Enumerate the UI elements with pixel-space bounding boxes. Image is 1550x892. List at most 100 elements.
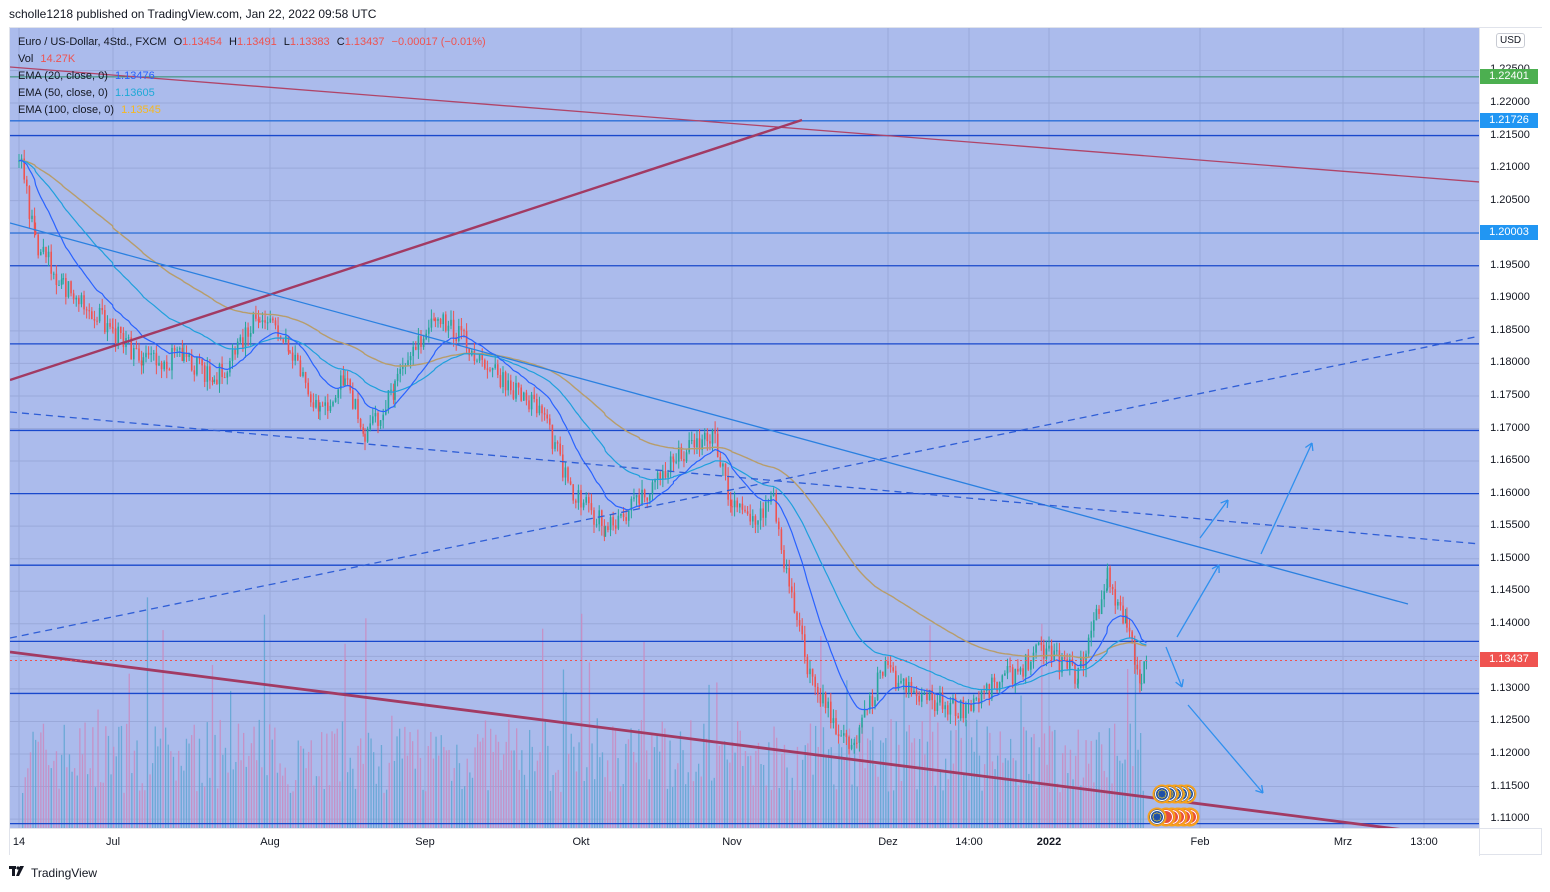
candle-body — [796, 612, 798, 621]
candle-body — [517, 382, 520, 388]
time-axis[interactable]: 14 Jul Aug Sep Okt Nov Dez 14:00 2022 Feb Mrz 13:00 — [10, 828, 1479, 856]
tradingview-logo-icon — [9, 866, 27, 880]
candle-body — [536, 399, 538, 414]
legend-close: 1.13437 — [344, 36, 385, 48]
price-chart[interactable] — [10, 28, 1479, 828]
candle-body — [1061, 657, 1063, 673]
euro-event-icon[interactable] — [1147, 807, 1167, 827]
volume-bar — [196, 791, 198, 828]
volume-bar — [300, 746, 302, 828]
volume-bar — [63, 724, 65, 828]
volume-bar — [391, 715, 393, 828]
euro-event-icon[interactable] — [1152, 784, 1172, 804]
candle-body — [463, 330, 465, 332]
legend-low: 1.13383 — [289, 36, 330, 48]
candle-body — [620, 513, 622, 516]
candle-body — [785, 568, 788, 570]
legend-ema100-row[interactable]: EMA (100, close, 0) 1.13545 — [18, 102, 486, 119]
volume-bar — [360, 738, 362, 828]
candle-body — [856, 742, 858, 744]
currency-button[interactable]: USD — [1496, 33, 1526, 48]
candle-body — [952, 697, 954, 704]
candle-body — [1093, 620, 1095, 631]
candle-body — [580, 490, 582, 508]
candle-body — [221, 363, 223, 378]
candle-body — [409, 356, 412, 361]
candle-body — [229, 360, 231, 373]
candle-body — [928, 689, 931, 701]
projection-arrow-up-1 — [1176, 564, 1220, 638]
published-caption: scholle1218 published on TradingView.com… — [9, 7, 377, 21]
chart-plot-area[interactable] — [10, 28, 1479, 828]
volume-bar — [172, 756, 175, 828]
candle-body — [201, 359, 203, 366]
candle-body — [879, 671, 881, 673]
volume-bar — [830, 747, 832, 828]
candle-body — [173, 347, 176, 351]
volume-bar — [583, 780, 585, 828]
volume-bar — [22, 792, 24, 828]
volume-bar — [770, 789, 773, 828]
volume-bar — [617, 758, 619, 828]
candle-body — [871, 695, 874, 707]
candle-body — [346, 378, 349, 380]
candle-body — [843, 733, 845, 736]
volume-bar — [578, 742, 580, 828]
candle-body — [106, 323, 109, 333]
candle-body — [226, 372, 229, 378]
candle-body — [203, 365, 206, 382]
volume-bar — [430, 731, 432, 828]
volume-bar — [763, 764, 765, 828]
volume-bar — [211, 664, 214, 828]
volume-bar — [27, 768, 29, 828]
candle-body — [577, 490, 580, 503]
candle-body — [198, 357, 201, 360]
legend-symbol-row[interactable]: Euro / US-Dollar, 4Std., FXCM O1.13454 H… — [18, 34, 486, 51]
volume-bar — [620, 786, 622, 828]
volume-bar — [596, 718, 598, 828]
candle-body — [1140, 683, 1143, 685]
projection-arrow-down-1-head — [1175, 681, 1183, 688]
volume-bar — [152, 763, 154, 828]
volume-bar — [1025, 730, 1027, 828]
tradingview-brand[interactable]: TradingView — [9, 866, 97, 880]
volume-bar — [35, 739, 37, 828]
candle-body — [50, 251, 52, 274]
candle-body — [1006, 666, 1009, 674]
candle-body — [255, 314, 257, 319]
volume-bar — [731, 742, 734, 828]
candle-body — [402, 366, 404, 369]
volume-bar — [867, 738, 869, 828]
candle-body — [190, 354, 193, 371]
candle-body — [926, 693, 928, 701]
candle-body — [1027, 654, 1030, 670]
candle-body — [915, 690, 918, 696]
volume-bar — [302, 748, 305, 828]
volume-bar — [321, 732, 323, 828]
volume-bar — [981, 790, 983, 828]
volume-bar — [474, 747, 476, 828]
legend-volume-row[interactable]: Vol 14.27K — [18, 51, 486, 68]
candle-body — [176, 349, 178, 351]
volume-bar — [812, 774, 814, 828]
candle-body — [138, 348, 140, 361]
candle-body — [465, 331, 468, 349]
volume-bar — [1033, 733, 1035, 828]
volume-bar — [690, 720, 692, 828]
volume-bar — [334, 733, 336, 828]
candle-body — [332, 401, 334, 406]
legend-ema50-row[interactable]: EMA (50, close, 0) 1.13605 — [18, 85, 486, 102]
candle-body — [698, 438, 701, 450]
ema20-line — [18, 159, 1147, 711]
candle-body — [1037, 642, 1040, 645]
volume-bar — [859, 722, 861, 828]
volume-bar — [32, 731, 34, 828]
volume-bar — [1054, 729, 1056, 828]
candle-body — [604, 526, 607, 537]
volume-bar — [947, 779, 949, 828]
price-axis[interactable]: 1.225001.220001.215001.210001.205001.195… — [1479, 28, 1542, 828]
volume-bar — [757, 742, 760, 828]
legend-ema20-label: EMA (20, close, 0) — [18, 70, 108, 82]
candle-body — [213, 379, 216, 382]
legend-ema20-row[interactable]: EMA (20, close, 0) 1.13476 — [18, 68, 486, 85]
